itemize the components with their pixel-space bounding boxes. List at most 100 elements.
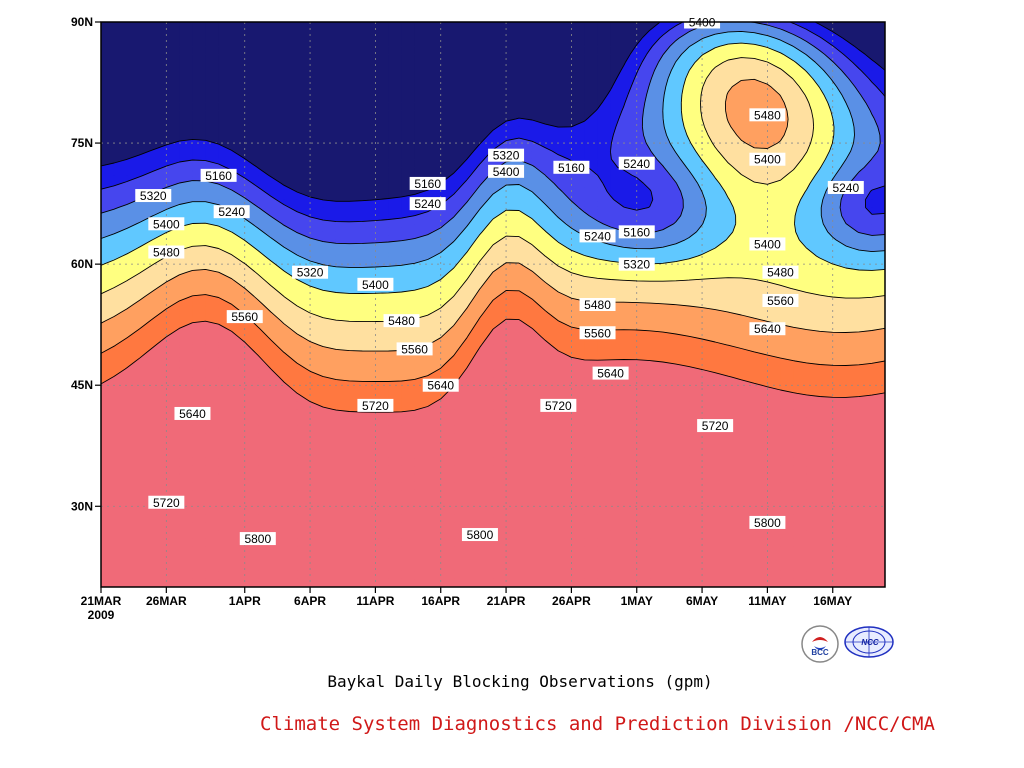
contour-value-label: 5240 — [827, 180, 864, 195]
contour-value-label: 5480 — [762, 265, 799, 280]
contour-band-6 — [100, 57, 886, 352]
x-tick-label: 11APR — [356, 594, 394, 608]
contour-value-label: 5480 — [148, 246, 185, 260]
svg-text:5560: 5560 — [231, 310, 258, 324]
x-tick-label: 11MAY — [748, 594, 786, 608]
svg-text:5480: 5480 — [754, 108, 781, 122]
svg-text:5240: 5240 — [218, 205, 245, 219]
y-tick-label: 90N — [71, 15, 93, 29]
svg-text:5480: 5480 — [584, 298, 611, 312]
contour-value-label: 5240 — [618, 156, 655, 171]
contour-line-5640 — [100, 78, 886, 352]
svg-text:5400: 5400 — [493, 165, 520, 179]
contour-value-label: 5320 — [135, 189, 172, 203]
svg-text:5720: 5720 — [153, 496, 180, 510]
contour-value-label: 5320 — [618, 257, 655, 272]
contour-value-label: 5720 — [148, 495, 185, 510]
svg-text:5240: 5240 — [832, 181, 859, 195]
contour-value-label: 5400 — [488, 164, 525, 179]
contour-value-label: 5320 — [488, 148, 525, 163]
svg-text:NCC: NCC — [861, 638, 879, 647]
x-tick-label: 16APR — [421, 594, 460, 608]
contour-value-label: 5720 — [697, 419, 734, 433]
contour-fills — [100, 21, 886, 588]
contour-value-label: 5640 — [174, 406, 211, 421]
contour-value-label: 5480 — [749, 108, 786, 122]
svg-text:5160: 5160 — [623, 225, 650, 239]
svg-text:5320: 5320 — [493, 149, 520, 163]
svg-text:5800: 5800 — [754, 516, 781, 530]
svg-text:5640: 5640 — [597, 367, 624, 381]
x-tick-label: 1APR — [229, 594, 261, 608]
svg-text:BCC: BCC — [811, 648, 829, 657]
ncc-logo: NCC — [843, 624, 895, 664]
chart-title: Baykal Daily Blocking Observations (gpm) — [327, 672, 713, 691]
contour-value-label: 5160 — [409, 176, 446, 191]
contour-value-label: 5400 — [357, 277, 394, 292]
contour-line-5800 — [100, 318, 886, 413]
svg-text:5480: 5480 — [153, 246, 180, 260]
svg-text:5400: 5400 — [362, 278, 389, 292]
svg-text:5640: 5640 — [179, 407, 206, 421]
contour-value-label: 5800 — [461, 528, 498, 542]
svg-text:5720: 5720 — [362, 399, 389, 413]
svg-text:5800: 5800 — [467, 528, 494, 542]
svg-text:5560: 5560 — [584, 326, 611, 340]
svg-text:5560: 5560 — [767, 294, 794, 308]
y-tick-label: 45N — [71, 378, 93, 392]
chart-credit: Climate System Diagnostics and Predictio… — [260, 713, 935, 735]
svg-text:5800: 5800 — [244, 532, 271, 546]
svg-text:5240: 5240 — [414, 197, 441, 211]
svg-text:5160: 5160 — [414, 177, 441, 191]
x-tick-label: 21MAR — [81, 594, 122, 608]
contour-value-label: 5720 — [357, 398, 394, 413]
y-tick-label: 30N — [71, 499, 93, 513]
contour-value-label: 5640 — [592, 366, 629, 381]
contour-value-label: 5480 — [383, 314, 420, 328]
contour-value-label: 5240 — [409, 197, 446, 211]
contour-value-label: 5800 — [749, 515, 786, 530]
x-tick-label: 21APR — [487, 594, 526, 608]
x-tick-label: 26MAR — [146, 594, 187, 608]
y-tick-label: 75N — [71, 136, 93, 150]
contour-value-label: 5640 — [749, 322, 786, 336]
contour-value-label: 5800 — [239, 532, 276, 546]
svg-text:5480: 5480 — [388, 314, 415, 328]
svg-text:5320: 5320 — [297, 266, 324, 280]
svg-text:5400: 5400 — [754, 237, 781, 251]
contour-value-label: 5160 — [618, 225, 655, 239]
svg-text:5720: 5720 — [702, 419, 729, 433]
svg-text:5400: 5400 — [754, 153, 781, 167]
contour-value-label: 5320 — [292, 265, 329, 280]
contour-labels: 5160 5320 5240 5400 5480 5560 5640 5720 5800 5320… — [135, 15, 864, 546]
contour-value-label: 5560 — [396, 342, 433, 356]
x-tick-label: 6APR — [294, 594, 326, 608]
svg-text:5480: 5480 — [767, 266, 794, 280]
contour-line-5240 — [100, 21, 886, 223]
contour-value-label: 5400 — [749, 152, 786, 167]
svg-text:5320: 5320 — [623, 258, 650, 272]
svg-text:5240: 5240 — [623, 157, 650, 171]
contour-value-label: 5560 — [579, 326, 616, 340]
x-tick-label: 6MAY — [686, 594, 718, 608]
contour-value-label: 5240 — [579, 229, 616, 243]
contour-line-5320 — [100, 21, 886, 245]
svg-text:5560: 5560 — [401, 342, 428, 356]
svg-text:5640: 5640 — [427, 379, 454, 393]
x-tick-label: 26APR — [552, 594, 591, 608]
svg-text:5400: 5400 — [153, 217, 180, 231]
contour-value-label: 5160 — [200, 168, 237, 183]
svg-text:5640: 5640 — [754, 322, 781, 336]
x-year-label: 2009 — [88, 608, 115, 622]
contour-value-label: 5400 — [148, 217, 185, 231]
contour-value-label: 5560 — [762, 293, 799, 308]
plot-frame — [100, 21, 886, 588]
svg-text:5720: 5720 — [545, 399, 572, 413]
contour-value-label: 5720 — [540, 398, 577, 413]
svg-text:5160: 5160 — [558, 161, 585, 175]
contour-value-label: 5480 — [579, 298, 616, 312]
contour-value-label: 5160 — [553, 160, 590, 175]
axis-ticks: 21MAR 26MAR 1APR 6APR 11APR 16APR 21APR 26APR 1M… — [71, 15, 852, 622]
contour-value-label: 5400 — [749, 237, 786, 251]
